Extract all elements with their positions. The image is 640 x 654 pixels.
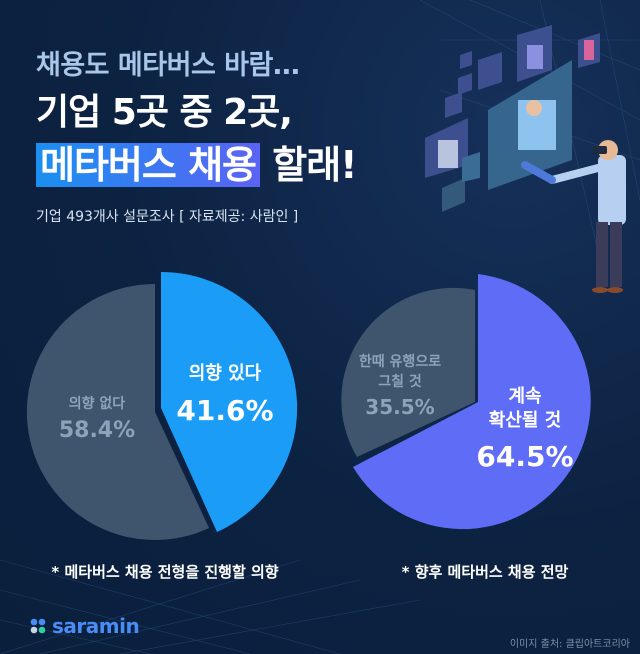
yes-intent-value: 41.6%	[176, 394, 273, 427]
pie-slice-no-intent	[26, 283, 209, 540]
pie-slice-fade	[341, 287, 475, 457]
metaverse-interview-illustration	[425, 25, 626, 293]
saramin-logo: saramin	[30, 614, 140, 638]
video-screen-icon	[488, 60, 572, 190]
right-chart-caption: * 향후 메타버스 채용 전망	[401, 563, 569, 581]
pie-slice-grow	[353, 274, 591, 530]
pie-slice-yes-intent	[161, 271, 298, 532]
headline: 채용도 메타버스 바람… 기업 5곳 중 2곳, 메타버스 채용 할래!	[36, 48, 357, 190]
grow-label-line2: 확산될 것	[489, 410, 562, 431]
fade-label-line2: 그칠 것	[378, 373, 422, 390]
logo-text: saramin	[52, 614, 140, 638]
no-intent-value: 58.4%	[59, 418, 135, 443]
fade-value: 35.5%	[365, 395, 434, 419]
survey-note: 기업 493개사 설문조사 [ 자료제공: 사람인 ]	[36, 209, 299, 225]
yes-intent-label: 의향 있다	[189, 363, 262, 384]
image-credit: 이미지 출처: 클립아트코리아	[509, 639, 630, 650]
pie-chart-intent: 의향 없다 58.4% 의향 있다 41.6%	[26, 271, 298, 540]
headline-title-line2: 메타버스 채용 할래!	[36, 140, 357, 190]
headline-title-line1: 기업 5곳 중 2곳,	[36, 92, 293, 133]
pie-chart-outlook: 한때 유행으로 그칠 것 35.5% 계속 확산될 것 64.5%	[341, 274, 591, 530]
person-with-vr-headset	[521, 140, 626, 293]
left-chart-caption: * 메타버스 채용 전형을 진행할 의향	[51, 563, 279, 581]
grow-label-line1: 계속	[508, 386, 541, 407]
no-intent-label: 의향 없다	[69, 395, 126, 412]
fade-label-line1: 한때 유행으로	[359, 354, 441, 370]
grow-value: 64.5%	[476, 440, 573, 473]
saramin-dots-icon	[30, 618, 46, 634]
headline-tail: 할래!	[260, 143, 357, 187]
headline-highlight: 메타버스 채용	[36, 143, 260, 187]
headline-subtitle: 채용도 메타버스 바람…	[36, 50, 300, 81]
